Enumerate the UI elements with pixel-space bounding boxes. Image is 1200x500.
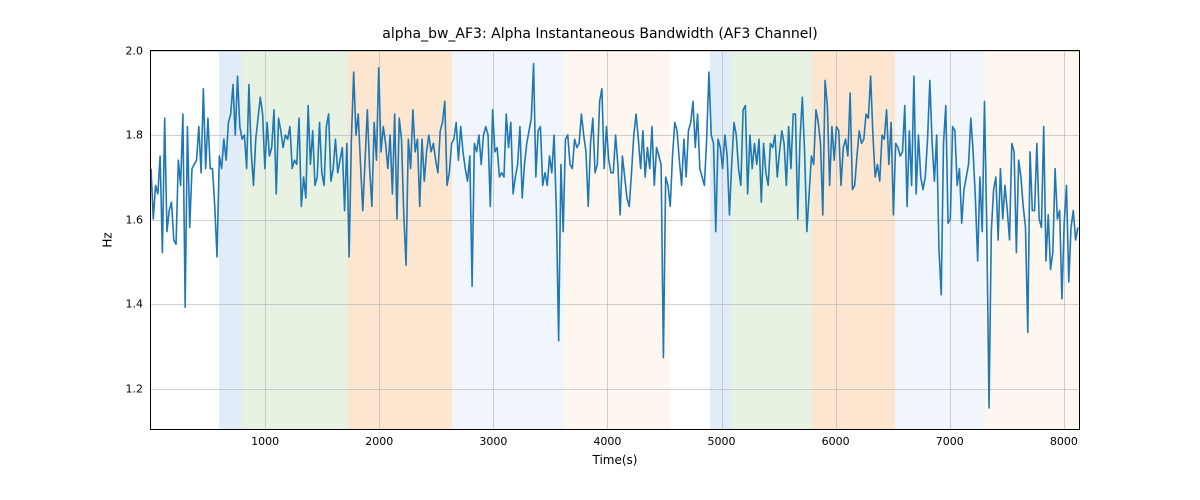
x-tick-label: 8000 (1050, 435, 1078, 448)
plot-inner (151, 51, 1079, 429)
x-tick-label: 7000 (936, 435, 964, 448)
y-tick-label: 2.0 (126, 45, 144, 58)
chart-container: alpha_bw_AF3: Alpha Instantaneous Bandwi… (0, 0, 1200, 500)
line-layer (151, 51, 1079, 429)
chart-title: alpha_bw_AF3: Alpha Instantaneous Bandwi… (382, 26, 817, 42)
y-tick-label: 1.8 (126, 129, 144, 142)
y-tick-label: 1.4 (126, 298, 144, 311)
x-tick-label: 1000 (251, 435, 279, 448)
x-axis-label: Time(s) (593, 453, 638, 467)
y-tick-label: 1.2 (126, 382, 144, 395)
x-tick-label: 6000 (822, 435, 850, 448)
x-tick-label: 2000 (365, 435, 393, 448)
y-tick-label: 1.6 (126, 213, 144, 226)
plot-area: 1.21.41.61.82.0 100020003000400050006000… (150, 50, 1080, 430)
y-axis-label: Hz (100, 232, 114, 247)
signal-line (151, 64, 1078, 408)
x-tick-label: 3000 (479, 435, 507, 448)
x-tick-label: 4000 (593, 435, 621, 448)
x-tick-label: 5000 (708, 435, 736, 448)
